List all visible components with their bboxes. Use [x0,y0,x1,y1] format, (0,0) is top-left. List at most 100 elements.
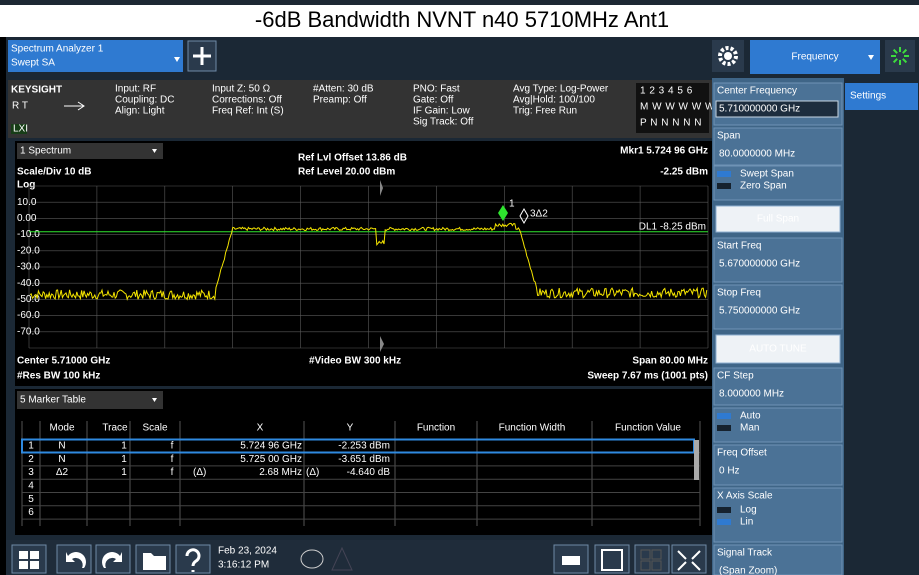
softkey-label: Start Freq [717,241,761,252]
window-selector[interactable] [17,143,163,159]
table-arrow [152,398,157,402]
row-number: 4 [28,481,34,492]
row-trace: 1 [121,441,127,452]
help-icon [185,548,201,572]
softkey[interactable] [713,407,843,443]
info-text: Freq Ref: Int (S) [212,106,284,117]
info-text: Avg|Hold: 100/100 [513,95,595,106]
status-ray [892,48,898,54]
softkey[interactable] [713,367,843,406]
settings-column [844,78,919,575]
row-number: 6 [28,507,34,518]
trace-status: P N N N N N [640,118,702,129]
undo-icon [66,552,86,568]
keyboard-icon [562,556,580,565]
row-x: 5.724 96 GHz [240,441,302,452]
row-y: -4.640 dB [347,467,391,478]
y-axis-label: 10.0 [17,197,37,208]
undo-button[interactable] [56,544,92,574]
softkey-label: X Axis Scale [717,491,773,502]
softkey-option: Swept Span [740,169,794,180]
brand: KEYSIGHT [11,85,62,96]
softkey-button-label: AUTO TUNE [749,344,807,355]
column-header: X [257,423,264,434]
marker-3 [519,207,529,225]
row-number: 2 [28,454,34,465]
row-number: 5 [28,494,34,505]
row-y: -3.651 dBm [338,454,390,465]
y-axis-label: -60.0 [17,310,40,321]
lxi-badge [11,124,27,134]
row-number: 3 [28,467,34,478]
touch-icon [601,549,623,571]
row-x: 5.725 00 GHz [240,454,302,465]
alert-icon [331,546,353,571]
settings-label: Settings [850,91,886,102]
softkey[interactable] [713,544,843,575]
option-indicator [717,507,731,513]
info-text: Align: Light [115,106,165,117]
row-mode: N [58,454,65,465]
table-scrollbar [694,440,699,480]
softkey-label: Signal Track [717,548,773,559]
info-text: PNO: Fast [413,84,460,95]
softkey-value: (Span Zoom) [719,566,777,575]
y-axis-label: -70.0 [17,326,40,337]
center-freq: Center 5.71000 GHz [17,356,110,367]
redo-button[interactable] [95,544,131,574]
y-axis-label: -30.0 [17,262,40,273]
softkey[interactable] [713,127,843,166]
ref-level: Ref Level 20.00 dBm [298,167,395,178]
plus-icon [193,47,211,65]
fullscreen-button[interactable] [671,544,707,574]
graph-window [15,141,712,386]
softkey-option: Man [740,423,759,434]
redo-icon [102,552,122,568]
info-text: Preamp: Off [313,95,367,106]
analyzer-tab[interactable] [8,40,183,72]
trace [29,222,708,302]
softkey[interactable] [713,487,843,543]
info-bar [8,80,712,138]
softkey-value: 5.710000000 GHz [719,104,800,115]
row-trace: 1 [121,454,127,465]
info-text: #Atten: 30 dB [313,84,374,95]
res-bw: #Res BW 100 kHz [17,371,100,382]
analyzer-name: Spectrum Analyzer 1 [11,44,104,55]
column-header: Function Width [499,423,566,434]
row-x-prefix: (Δ) [193,467,206,478]
span: Span 80.00 MHz [632,356,708,367]
page-title: -6dB Bandwidth NVNT n40 5710MHz Ant1 [255,7,669,32]
trace-indicator [636,83,709,133]
column-header: Function [417,423,455,434]
option-indicator [717,171,731,177]
softkey-value: 0 Hz [719,466,740,477]
row-number: 1 [28,441,34,452]
row-y: -2.253 dBm [338,441,390,452]
softkey[interactable] [713,165,843,201]
softkey-label: Span [717,131,740,142]
frequency-tab[interactable] [750,40,880,74]
display-line-label: DL1 -8.25 dBm [639,221,706,232]
softkey[interactable] [713,444,843,486]
softkey[interactable] [713,237,843,283]
softkey[interactable] [713,284,843,330]
status-icon[interactable] [885,40,915,72]
softkey-label: CF Step [717,371,754,382]
info-text: Coupling: DC [115,95,174,106]
marker-1-label: 1 [509,199,515,210]
lxi-label: LXI [13,124,28,135]
info-text: Gate: Off [413,95,454,106]
softkey-value: 5.750000000 GHz [719,306,800,317]
table-selector[interactable] [17,391,163,409]
row-y-prefix: (Δ) [306,467,319,478]
windows-icon [19,551,39,569]
input-mode: R T [12,101,28,112]
softkey-button[interactable] [715,205,841,233]
column-header: Trace [102,423,128,434]
windows-button[interactable] [11,544,47,574]
option-indicator [717,519,731,525]
settings-tab[interactable] [845,83,918,110]
marker-readout-freq: Mkr1 5.724 96 GHz [620,146,708,157]
softkey-button[interactable] [715,334,841,364]
